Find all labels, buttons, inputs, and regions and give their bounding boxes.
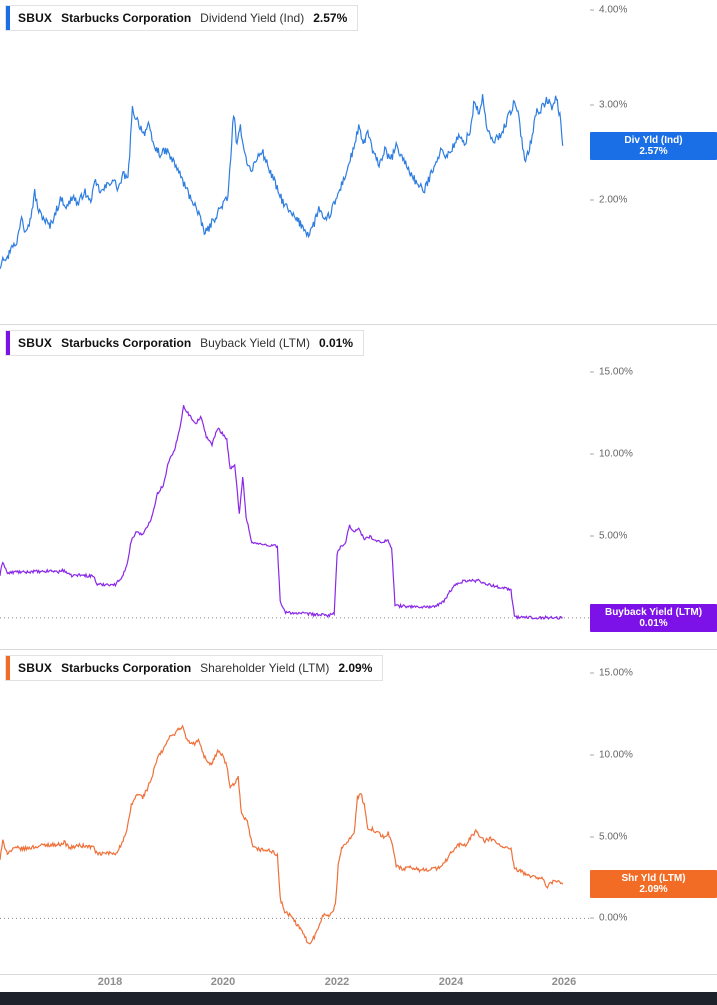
metric-value: 2.09%	[338, 661, 373, 675]
y-axis-label: 2.00%	[590, 195, 627, 206]
dividend-yield-legend: SBUX Starbucks Corporation Dividend Yiel…	[5, 5, 359, 31]
shareholder-yield-chart	[0, 724, 590, 945]
y-axis-label: 0.00%	[590, 913, 627, 924]
x-axis-year-label: 2018	[97, 976, 123, 988]
metric-name: Dividend Yield (Ind)	[200, 11, 305, 25]
tick-mark	[590, 9, 594, 11]
badge-label: Shr Yld (LTM)	[621, 873, 686, 884]
tick-mark	[590, 917, 594, 919]
company-name: Starbucks Corporation	[61, 11, 192, 25]
ticker-symbol: SBUX	[18, 11, 53, 25]
y-axis-shareholder-yield: Shr Yld (LTM) 2.09% 0.00% 5.00% 10.00% 15.0…	[590, 650, 717, 974]
metric-name: Shareholder Yield (LTM)	[200, 661, 330, 675]
series-line	[0, 405, 563, 621]
y-axis-label: 4.00%	[590, 5, 627, 16]
series-line	[0, 724, 564, 945]
legend-accent-bar	[6, 656, 10, 680]
badge-value: 2.57%	[639, 146, 668, 157]
x-axis-row: 2018 2020 2022 2024 2026	[0, 975, 590, 992]
tick-mark	[590, 104, 594, 106]
ticker-symbol: SBUX	[18, 336, 53, 350]
x-axis-year-label: 2026	[551, 976, 577, 988]
y-axis-label: 5.00%	[590, 531, 627, 542]
tick-mark	[590, 535, 594, 537]
panel-dividend-yield: SBUX Starbucks Corporation Dividend Yiel…	[0, 0, 717, 325]
metric-name: Buyback Yield (LTM)	[200, 336, 310, 350]
last-value-badge-dividend-yield: Div Yld (Ind) 2.57%	[590, 132, 717, 160]
tick-mark	[590, 371, 594, 373]
dividend-yield-chart-area[interactable]: SBUX Starbucks Corporation Dividend Yiel…	[0, 0, 590, 324]
shareholder-yield-legend: SBUX Starbucks Corporation Shareholder Y…	[5, 655, 384, 681]
x-axis-year-label: 2024	[438, 976, 464, 988]
company-name: Starbucks Corporation	[61, 336, 192, 350]
badge-value: 2.09%	[639, 884, 668, 895]
buyback-yield-chart	[0, 405, 590, 621]
y-axis-label: 10.00%	[590, 449, 633, 460]
badge-label: Div Yld (Ind)	[624, 135, 683, 146]
x-axis-year-label: 2020	[210, 976, 236, 988]
legend-accent-bar	[6, 331, 10, 355]
tick-mark	[590, 836, 594, 838]
badge-value: 0.01%	[639, 618, 668, 629]
shareholder-yield-chart-area[interactable]: SBUX Starbucks Corporation Shareholder Y…	[0, 650, 590, 974]
panel-shareholder-yield: SBUX Starbucks Corporation Shareholder Y…	[0, 650, 717, 975]
y-axis-label: 15.00%	[590, 367, 633, 378]
x-axis-year-label: 2022	[324, 976, 350, 988]
ticker-symbol: SBUX	[18, 661, 53, 675]
y-axis-buyback-yield: Buyback Yield (LTM) 0.01% 5.00% 10.00% 15.…	[590, 325, 717, 649]
tick-mark	[590, 754, 594, 756]
buyback-yield-chart-area[interactable]: SBUX Starbucks Corporation Buyback Yield…	[0, 325, 590, 649]
y-axis-dividend-yield: Div Yld (Ind) 2.57% 2.00% 3.00% 4.00%	[590, 0, 717, 324]
last-value-badge-shareholder-yield: Shr Yld (LTM) 2.09%	[590, 870, 717, 898]
bottom-bar	[0, 992, 717, 1005]
dividend-yield-chart	[0, 94, 564, 270]
series-line	[0, 94, 564, 270]
metric-value: 0.01%	[319, 336, 354, 350]
tick-mark	[590, 672, 594, 674]
legend-accent-bar	[6, 6, 10, 30]
metric-value: 2.57%	[313, 11, 348, 25]
y-axis-label: 15.00%	[590, 668, 633, 679]
buyback-yield-legend: SBUX Starbucks Corporation Buyback Yield…	[5, 330, 365, 356]
last-value-badge-buyback-yield: Buyback Yield (LTM) 0.01%	[590, 604, 717, 632]
tick-mark	[590, 453, 594, 455]
tick-mark	[590, 199, 594, 201]
company-name: Starbucks Corporation	[61, 661, 192, 675]
badge-label: Buyback Yield (LTM)	[604, 607, 703, 618]
y-axis-label: 10.00%	[590, 750, 633, 761]
y-axis-label: 3.00%	[590, 100, 627, 111]
y-axis-label: 5.00%	[590, 832, 627, 843]
panel-buyback-yield: SBUX Starbucks Corporation Buyback Yield…	[0, 325, 717, 650]
